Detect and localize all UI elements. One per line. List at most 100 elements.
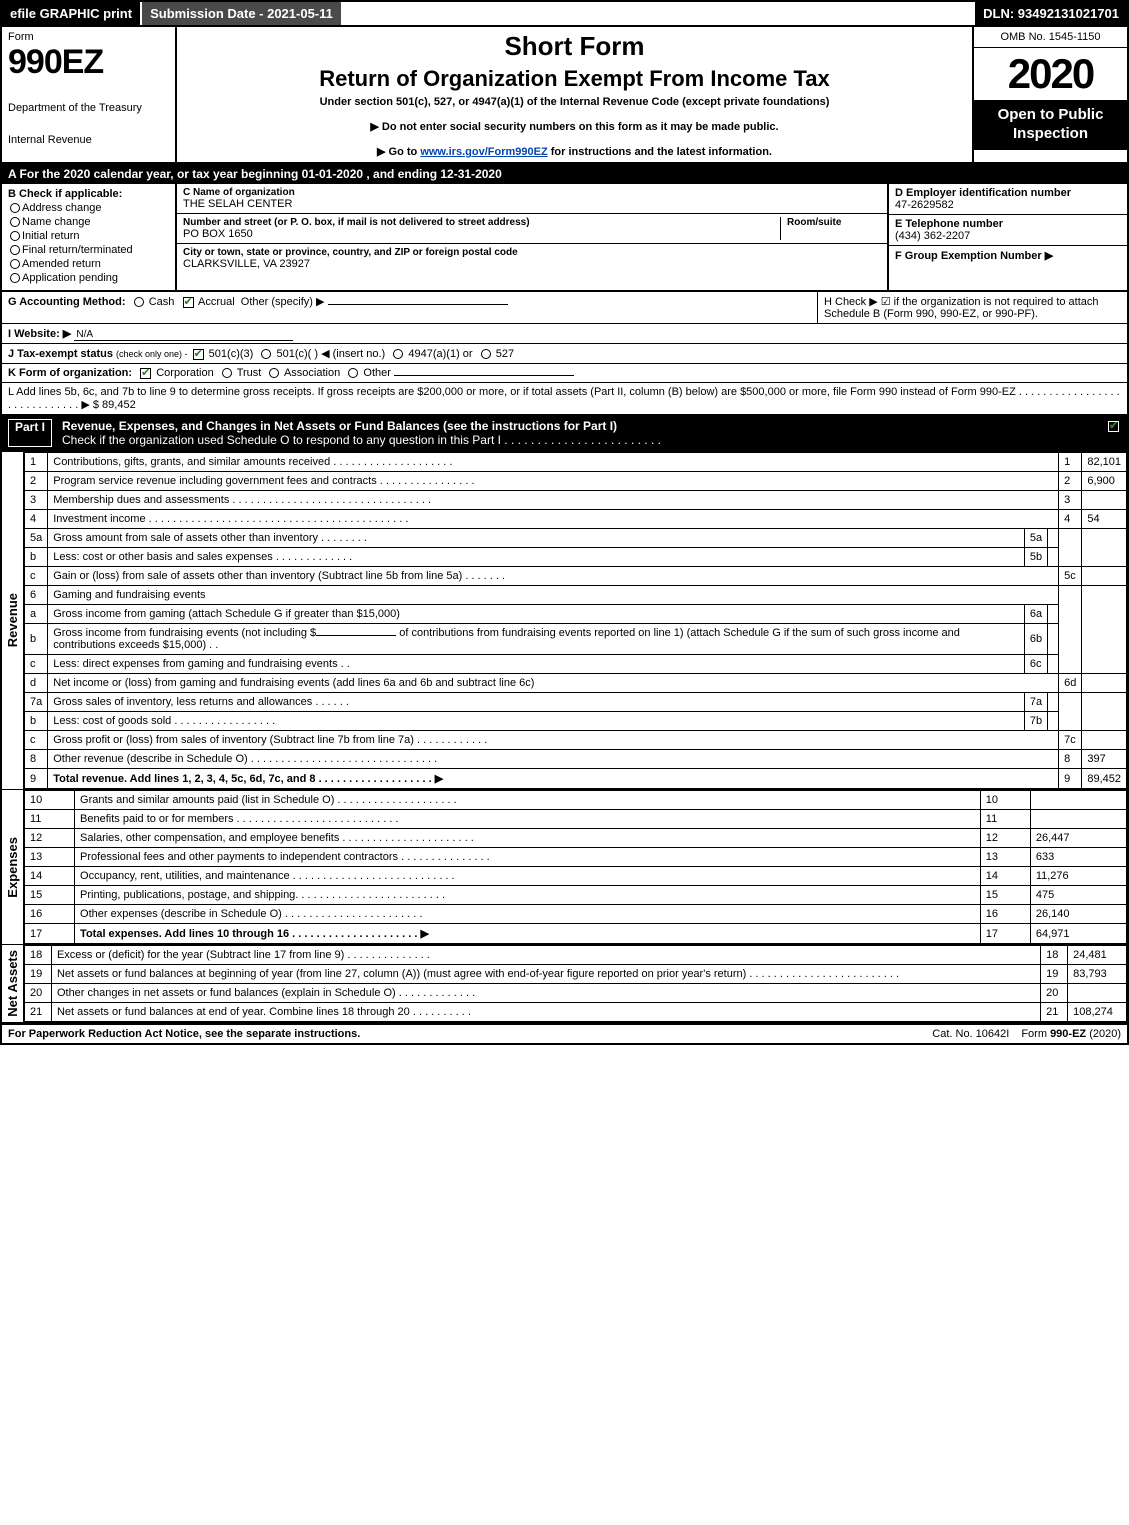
k-assoc-radio[interactable] — [269, 368, 279, 378]
ein-label: D Employer identification number — [895, 187, 1121, 199]
box-d: D Employer identification number 47-2629… — [889, 184, 1127, 215]
box-def: D Employer identification number 47-2629… — [887, 184, 1127, 290]
row-k: K Form of organization: Corporation Trus… — [2, 364, 1127, 383]
gl-block: G Accounting Method: Cash Accrual Other … — [0, 292, 1129, 416]
dln-label: DLN: 93492131021701 — [975, 2, 1127, 25]
part1-checkbox[interactable] — [1101, 419, 1121, 447]
k-trust-radio[interactable] — [222, 368, 232, 378]
g-cash-label: Cash — [149, 296, 175, 308]
j-527-radio[interactable] — [481, 349, 491, 359]
return-title: Return of Organization Exempt From Incom… — [185, 66, 964, 92]
j-527-label: 527 — [496, 348, 514, 360]
group-exempt-label: F Group Exemption Number ▶ — [895, 250, 1053, 262]
website-label: I Website: ▶ — [8, 328, 71, 340]
row-g: G Accounting Method: Cash Accrual Other … — [2, 292, 1127, 324]
chk-amended[interactable]: Amended return — [8, 258, 169, 270]
line-17: 17Total expenses. Add lines 10 through 1… — [25, 924, 1127, 944]
line-3: 3Membership dues and assessments . . . .… — [25, 491, 1127, 510]
box-b-title: B Check if applicable: — [8, 188, 169, 200]
j-4947-radio[interactable] — [393, 349, 403, 359]
line-1: 1Contributions, gifts, grants, and simil… — [25, 453, 1127, 472]
period-row: A For the 2020 calendar year, or tax yea… — [0, 164, 1129, 184]
line-13: 13Professional fees and other payments t… — [25, 848, 1127, 867]
line-6b: bGross income from fundraising events (n… — [25, 624, 1127, 655]
netassets-section: Net Assets 18Excess or (deficit) for the… — [0, 945, 1129, 1024]
chk-address-change[interactable]: Address change — [8, 202, 169, 214]
open-to-public: Open to Public Inspection — [974, 100, 1127, 150]
g-other-input[interactable] — [328, 304, 508, 305]
expenses-section: Expenses 10Grants and similar amounts pa… — [0, 790, 1129, 945]
line-8: 8Other revenue (describe in Schedule O) … — [25, 750, 1127, 769]
bullet-goto-pre: ▶ Go to — [377, 146, 420, 158]
expenses-table: 10Grants and similar amounts paid (list … — [24, 790, 1127, 944]
bullet-goto-post: for instructions and the latest informat… — [548, 146, 772, 158]
org-name-label: C Name of organization — [183, 187, 295, 198]
line-7c: cGross profit or (loss) from sales of in… — [25, 731, 1127, 750]
org-name: THE SELAH CENTER — [183, 198, 881, 210]
bullet-ssn: ▶ Do not enter social security numbers o… — [185, 120, 964, 133]
footer-catno: Cat. No. 10642I — [926, 1025, 1015, 1043]
submission-date: Submission Date - 2021-05-11 — [140, 2, 341, 25]
addr-label: Number and street (or P. O. box, if mail… — [183, 217, 530, 228]
chk-final-return[interactable]: Final return/terminated — [8, 244, 169, 256]
line-19: 19Net assets or fund balances at beginni… — [25, 965, 1127, 984]
j-501c3-check[interactable] — [193, 349, 204, 360]
footer-formno: Form 990-EZ (2020) — [1015, 1025, 1127, 1043]
info-block: B Check if applicable: Address change Na… — [0, 184, 1129, 292]
line-6a: aGross income from gaming (attach Schedu… — [25, 605, 1127, 624]
k-corp-check[interactable] — [140, 368, 151, 379]
chk-initial-return[interactable]: Initial return — [8, 230, 169, 242]
box-c: C Name of organization THE SELAH CENTER … — [177, 184, 887, 290]
chk-pending[interactable]: Application pending — [8, 272, 169, 284]
line-6d: dNet income or (loss) from gaming and fu… — [25, 674, 1127, 693]
g-other-label: Other (specify) ▶ — [241, 296, 325, 308]
g-accrual-check[interactable] — [183, 297, 194, 308]
bullet-goto: ▶ Go to www.irs.gov/Form990EZ for instru… — [185, 145, 964, 158]
irs-link[interactable]: www.irs.gov/Form990EZ — [420, 146, 547, 158]
g-cash-radio[interactable] — [134, 297, 144, 307]
6b-blank[interactable] — [316, 635, 396, 636]
revenue-side-label: Revenue — [2, 452, 24, 789]
revenue-section: Revenue 1Contributions, gifts, grants, a… — [0, 452, 1129, 790]
line-12: 12Salaries, other compensation, and empl… — [25, 829, 1127, 848]
org-name-row: C Name of organization THE SELAH CENTER — [177, 184, 887, 214]
line-4: 4Investment income . . . . . . . . . . .… — [25, 510, 1127, 529]
line-20: 20Other changes in net assets or fund ba… — [25, 984, 1127, 1003]
header-left: Form 990EZ Department of the Treasury In… — [2, 27, 177, 162]
line-10: 10Grants and similar amounts paid (list … — [25, 791, 1127, 810]
website-value: N/A — [74, 329, 293, 341]
g-label: G Accounting Method: — [8, 296, 126, 308]
j-501c-radio[interactable] — [261, 349, 271, 359]
room-label: Room/suite — [787, 217, 841, 228]
line-6: 6Gaming and fundraising events — [25, 586, 1127, 605]
k-other-radio[interactable] — [348, 368, 358, 378]
header-right: OMB No. 1545-1150 2020 Open to Public In… — [972, 27, 1127, 162]
line-21: 21Net assets or fund balances at end of … — [25, 1003, 1127, 1022]
dept-irs: Internal Revenue — [8, 134, 169, 146]
part1-header: Part I Revenue, Expenses, and Changes in… — [0, 416, 1129, 452]
top-bar: efile GRAPHIC print Submission Date - 20… — [0, 0, 1129, 27]
line-16: 16Other expenses (describe in Schedule O… — [25, 905, 1127, 924]
k-other-input[interactable] — [394, 375, 574, 376]
chk-name-change[interactable]: Name change — [8, 216, 169, 228]
revenue-table: 1Contributions, gifts, grants, and simil… — [24, 452, 1127, 789]
row-h: H Check ▶ ☑ if the organization is not r… — [817, 292, 1127, 323]
box-f: F Group Exemption Number ▶ — [889, 246, 1127, 265]
form-number: 990EZ — [8, 43, 169, 82]
form-header: Form 990EZ Department of the Treasury In… — [0, 27, 1129, 164]
line-5b: bLess: cost or other basis and sales exp… — [25, 548, 1127, 567]
part1-sub: Check if the organization used Schedule … — [62, 433, 661, 447]
city-row: City or town, state or province, country… — [177, 244, 887, 290]
dept-treasury: Department of the Treasury — [8, 102, 169, 114]
box-e: E Telephone number (434) 362-2207 — [889, 215, 1127, 246]
line-6c: cLess: direct expenses from gaming and f… — [25, 655, 1127, 674]
topbar-spacer — [341, 2, 975, 25]
ein-value: 47-2629582 — [895, 199, 1121, 211]
addr-row: Number and street (or P. O. box, if mail… — [177, 214, 887, 244]
under-section: Under section 501(c), 527, or 4947(a)(1)… — [185, 96, 964, 108]
header-center: Short Form Return of Organization Exempt… — [177, 27, 972, 162]
j-4947-label: 4947(a)(1) or — [408, 348, 472, 360]
j-501c3-label: 501(c)(3) — [209, 348, 254, 360]
l-text: L Add lines 5b, 6c, and 7b to line 9 to … — [8, 386, 1120, 411]
efile-label[interactable]: efile GRAPHIC print — [2, 2, 140, 25]
